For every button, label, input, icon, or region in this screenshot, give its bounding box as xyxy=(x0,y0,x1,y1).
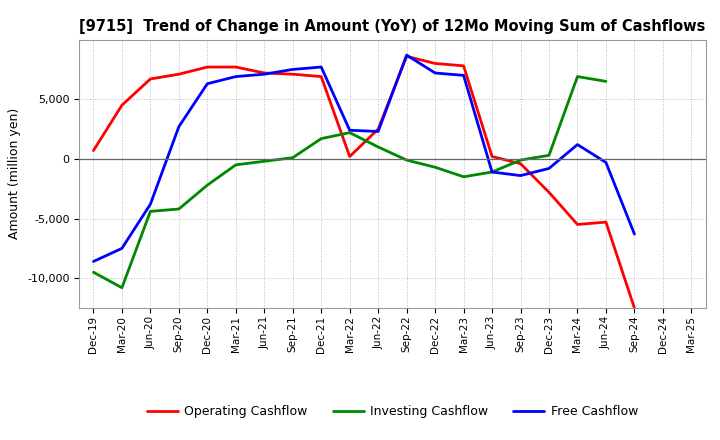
Free Cashflow xyxy=(203,81,212,86)
Free Cashflow xyxy=(459,73,468,78)
Free Cashflow xyxy=(346,128,354,133)
Free Cashflow xyxy=(545,166,554,171)
Investing Cashflow xyxy=(289,155,297,160)
Investing Cashflow xyxy=(402,158,411,163)
Operating Cashflow xyxy=(203,64,212,70)
Title: [9715]  Trend of Change in Amount (YoY) of 12Mo Moving Sum of Cashflows: [9715] Trend of Change in Amount (YoY) o… xyxy=(79,19,706,34)
Free Cashflow xyxy=(402,52,411,58)
Operating Cashflow xyxy=(602,220,611,225)
Free Cashflow xyxy=(573,142,582,147)
Operating Cashflow xyxy=(232,64,240,70)
Investing Cashflow xyxy=(146,209,155,214)
Investing Cashflow xyxy=(117,285,126,290)
Investing Cashflow xyxy=(487,169,496,175)
Investing Cashflow xyxy=(545,153,554,158)
Free Cashflow xyxy=(317,64,325,70)
Investing Cashflow xyxy=(317,136,325,141)
Free Cashflow xyxy=(174,124,183,129)
Free Cashflow xyxy=(289,67,297,72)
Investing Cashflow xyxy=(431,165,439,170)
Investing Cashflow xyxy=(346,130,354,135)
Free Cashflow xyxy=(602,160,611,165)
Free Cashflow xyxy=(516,173,525,178)
Operating Cashflow xyxy=(573,222,582,227)
Operating Cashflow xyxy=(317,74,325,79)
Legend: Operating Cashflow, Investing Cashflow, Free Cashflow: Operating Cashflow, Investing Cashflow, … xyxy=(142,400,643,423)
Operating Cashflow xyxy=(374,126,382,132)
Line: Free Cashflow: Free Cashflow xyxy=(94,55,634,261)
Investing Cashflow xyxy=(89,270,98,275)
Operating Cashflow xyxy=(117,103,126,108)
Investing Cashflow xyxy=(516,158,525,163)
Operating Cashflow xyxy=(459,63,468,69)
Investing Cashflow xyxy=(459,174,468,180)
Investing Cashflow xyxy=(232,162,240,168)
Operating Cashflow xyxy=(260,70,269,76)
Free Cashflow xyxy=(431,70,439,76)
Operating Cashflow xyxy=(402,54,411,59)
Investing Cashflow xyxy=(602,79,611,84)
Operating Cashflow xyxy=(174,72,183,77)
Investing Cashflow xyxy=(260,159,269,164)
Operating Cashflow xyxy=(346,154,354,159)
Investing Cashflow xyxy=(573,74,582,79)
Free Cashflow xyxy=(117,246,126,251)
Operating Cashflow xyxy=(431,61,439,66)
Operating Cashflow xyxy=(289,72,297,77)
Operating Cashflow xyxy=(146,76,155,81)
Free Cashflow xyxy=(89,259,98,264)
Operating Cashflow xyxy=(487,154,496,159)
Free Cashflow xyxy=(630,231,639,237)
Free Cashflow xyxy=(146,202,155,207)
Free Cashflow xyxy=(260,72,269,77)
Line: Operating Cashflow: Operating Cashflow xyxy=(94,56,634,308)
Free Cashflow xyxy=(374,129,382,134)
Free Cashflow xyxy=(487,169,496,175)
Line: Investing Cashflow: Investing Cashflow xyxy=(94,77,606,288)
Free Cashflow xyxy=(232,74,240,79)
Investing Cashflow xyxy=(374,144,382,150)
Y-axis label: Amount (million yen): Amount (million yen) xyxy=(9,108,22,239)
Operating Cashflow xyxy=(630,305,639,311)
Investing Cashflow xyxy=(174,206,183,212)
Investing Cashflow xyxy=(203,183,212,188)
Operating Cashflow xyxy=(545,190,554,195)
Operating Cashflow xyxy=(516,161,525,166)
Operating Cashflow xyxy=(89,148,98,153)
